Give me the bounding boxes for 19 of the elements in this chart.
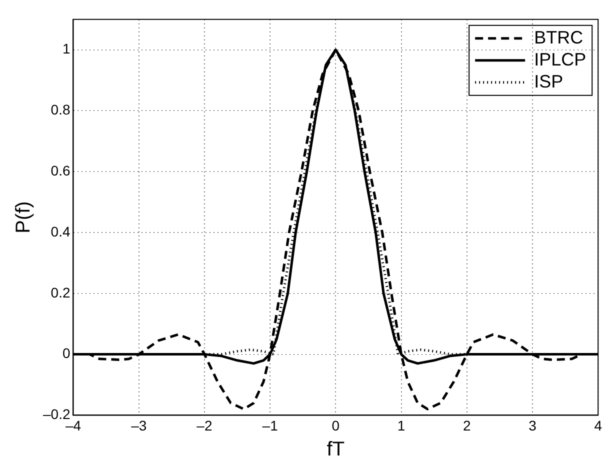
x-tick-label: 2: [462, 417, 471, 434]
y-tick-label: 1: [62, 40, 70, 57]
x-axis-title: fT: [326, 438, 345, 461]
x-tick-label: –1: [262, 417, 278, 434]
x-tick-label: 3: [528, 417, 537, 434]
y-tick-label: 0.4: [50, 223, 70, 240]
legend-label: IPLCP: [534, 49, 586, 70]
y-tick-label: 0: [62, 345, 70, 362]
x-tick-label: 1: [397, 417, 406, 434]
x-tick-label: 4: [594, 417, 602, 434]
x-tick-label: 0: [332, 417, 340, 434]
y-axis-title: P(f): [12, 201, 35, 234]
y-tick-label: 0.8: [50, 102, 70, 118]
y-tick-label: 0.2: [50, 284, 70, 300]
x-tick-label: –2: [196, 417, 212, 434]
legend-label: BTRC: [534, 27, 584, 48]
x-tick-label: –3: [131, 417, 147, 434]
legend-label: ISP: [534, 71, 564, 92]
y-tick-label: 0.6: [50, 162, 70, 178]
